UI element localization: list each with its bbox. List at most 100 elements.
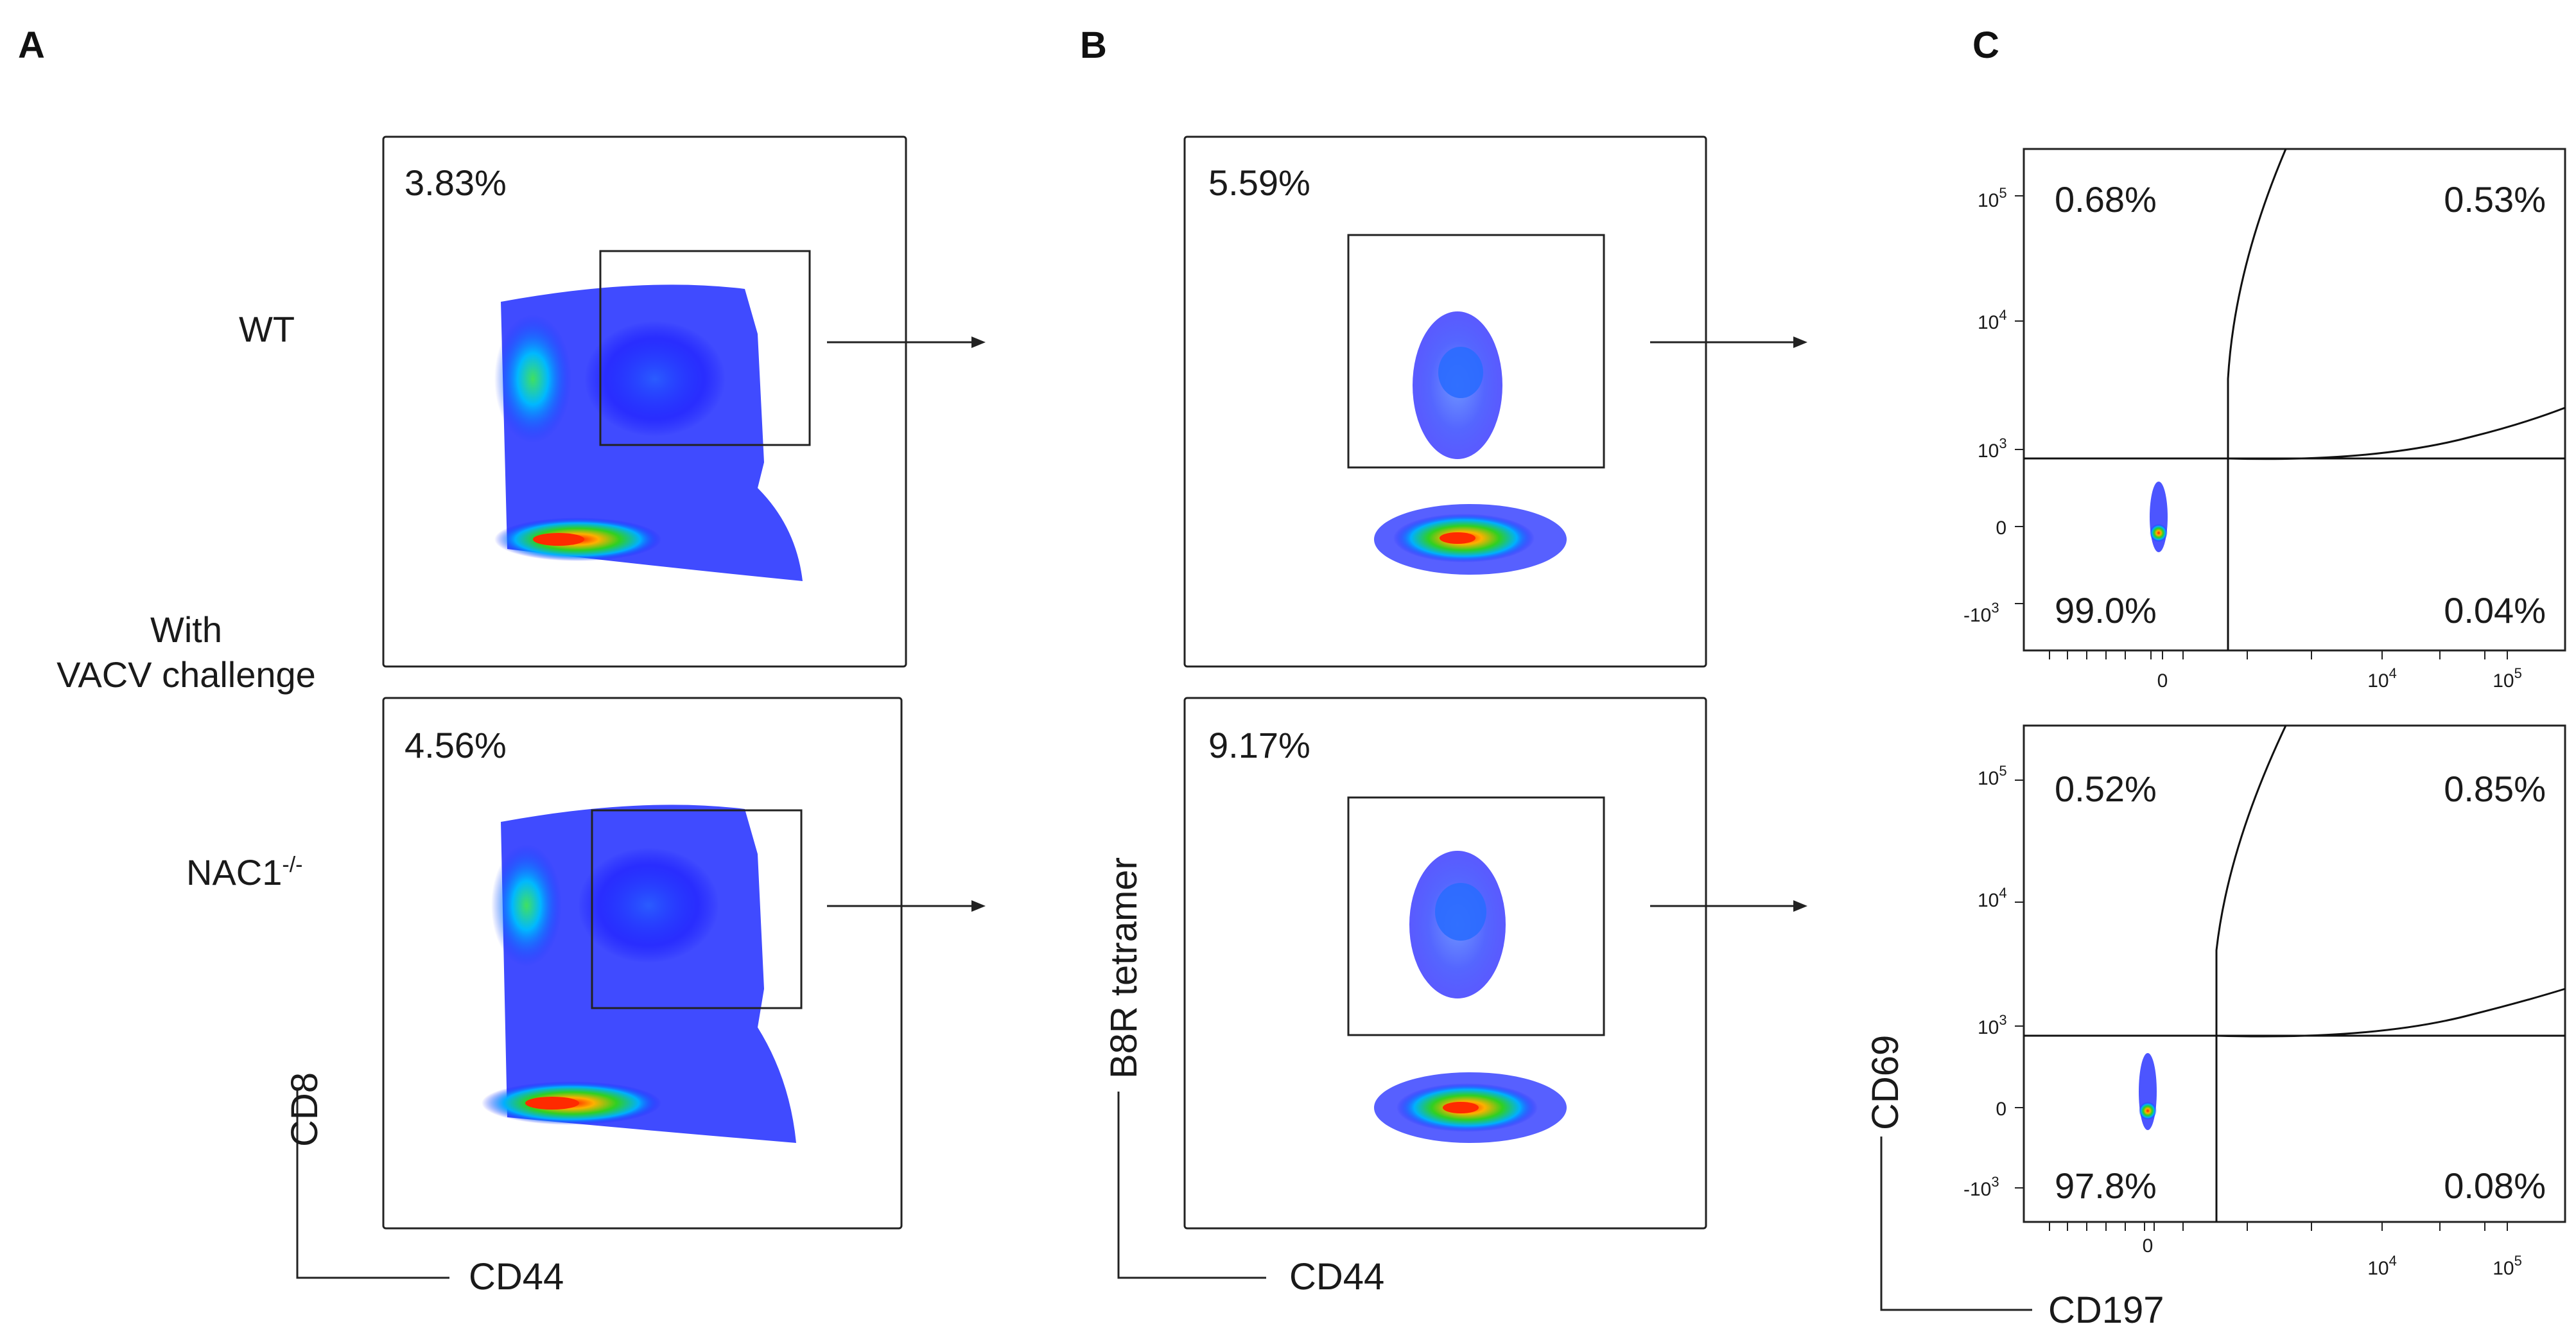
tick-label: 105 [2493, 1253, 2522, 1279]
plot-frame [1183, 697, 1707, 1230]
quadrant-upper-left: 0.68% [2055, 179, 2157, 220]
gate-percent: 4.56% [405, 725, 507, 765]
tick-base: 10 [1978, 190, 1999, 211]
tick-label: 105 [1978, 185, 2007, 211]
tick-label: 103 [1978, 435, 2007, 462]
quadrant-lower-right: 0.04% [2444, 590, 2546, 631]
tick-label: -103 [1963, 600, 1999, 626]
x-tick-labels: 0 104 105 [2157, 665, 2522, 692]
row-label-nac1: NAC1-/- [186, 852, 302, 893]
plot-a-wt: 3.83% [382, 135, 907, 668]
tick-base: 10 [2367, 670, 2389, 692]
quadrant-upper-left: 0.52% [2055, 769, 2157, 809]
quadrant-lines [2024, 725, 2566, 1222]
tick-base: 10 [2493, 1258, 2514, 1279]
tick-label: 103 [1978, 1012, 2007, 1038]
tick-exp: 4 [1999, 885, 2006, 901]
arrow-a-to-b-top [827, 336, 986, 348]
plot-frame [382, 135, 907, 668]
axis-label-y: B8R tetramer [1103, 857, 1145, 1079]
gate [1347, 234, 1605, 469]
gate [1347, 796, 1605, 1036]
panel-label-b: B [1080, 24, 1107, 66]
tick-exp: 4 [2389, 665, 2397, 681]
axis-legend-c: CD69 CD197 [1865, 1035, 2164, 1331]
plot-frame [1183, 135, 1707, 668]
tick-base: 10 [1978, 1017, 1999, 1038]
tick-exp: 3 [1999, 435, 2006, 451]
y-ticks [2015, 195, 2024, 604]
density-cloud [1374, 851, 1567, 1143]
gate-percent: 9.17% [1208, 725, 1310, 765]
tick-label: 105 [1978, 763, 2007, 789]
tick-base: 10 [2367, 1258, 2389, 1279]
axis-label-x: CD197 [2048, 1289, 2164, 1331]
condition-label-line1: With [150, 609, 222, 650]
plot-frame [2023, 148, 2566, 652]
tick-base: 10 [1978, 890, 1999, 911]
tick-label: 104 [2367, 665, 2397, 692]
condition-label-line2: VACV challenge [57, 654, 316, 695]
tick-exp: 5 [2514, 665, 2522, 681]
density-cloud [2150, 482, 2168, 552]
tick-exp: 5 [2514, 1253, 2522, 1269]
y-tick-labels: 105 104 103 0 -103 [1963, 185, 2007, 626]
axis-label-x: CD44 [469, 1256, 564, 1298]
plot-frame [2023, 724, 2566, 1223]
quadrant-upper-right: 0.53% [2444, 179, 2546, 220]
tick-label: 104 [1978, 885, 2007, 911]
tick-base: 10 [1978, 440, 1999, 462]
row-label-nac1-base: NAC1 [186, 852, 282, 893]
tick-exp: 3 [1991, 1174, 1999, 1190]
tick-base: 10 [1978, 312, 1999, 333]
gate-percent: 3.83% [405, 162, 507, 203]
x-tick-labels: 0 104 105 [2143, 1235, 2522, 1279]
axis-label-y: CD8 [284, 1072, 326, 1147]
tick-label: 0 [2157, 670, 2168, 692]
tick-label: 0 [1996, 1099, 2006, 1120]
row-label-nac1-sup: -/- [282, 853, 302, 877]
axis-legend-b: B8R tetramer CD44 [1103, 857, 1384, 1298]
arrow-b-to-c-top [1650, 336, 1807, 348]
tick-exp: 4 [2389, 1253, 2397, 1269]
tick-exp: 3 [1991, 600, 1999, 616]
tick-label: 0 [2143, 1235, 2154, 1257]
density-cloud [494, 284, 803, 581]
gate-percent: 5.59% [1208, 162, 1310, 203]
arrow-a-to-b-bottom [827, 900, 986, 912]
tick-base: -10 [1963, 605, 1991, 626]
axis-label-y: CD69 [1865, 1035, 1906, 1130]
tick-exp: 5 [1999, 185, 2006, 201]
tick-base: 10 [1978, 768, 1999, 789]
axis-label-x: CD44 [1289, 1256, 1384, 1298]
x-ticks [2049, 1222, 2508, 1231]
tick-label: 105 [2493, 665, 2522, 692]
tick-exp: 3 [1999, 1012, 2006, 1028]
density-cloud [482, 805, 796, 1143]
quadrant-lower-left: 99.0% [2055, 590, 2157, 631]
tick-exp: 4 [1999, 307, 2006, 323]
axis-legend-a: CD8 CD44 [284, 1072, 564, 1298]
tick-base: 10 [2493, 670, 2514, 692]
panel-label-c: C [1972, 24, 1999, 66]
tick-label: 0 [1996, 518, 2006, 539]
plot-c-nac1: 105 104 103 0 -103 0 104 105 [1963, 724, 2566, 1279]
quadrant-upper-right: 0.85% [2444, 769, 2546, 809]
tick-base: -10 [1963, 1179, 1991, 1200]
quadrant-lower-right: 0.08% [2444, 1165, 2546, 1206]
gate [591, 809, 803, 1009]
plot-a-nac1: 4.56% [382, 697, 903, 1230]
panel-label-a: A [18, 24, 45, 66]
plot-b-wt: 5.59% [1183, 135, 1707, 668]
plot-c-wt: 105 104 103 0 -103 0 104 105 [1963, 148, 2566, 692]
arrow-b-to-c-bottom [1650, 900, 1807, 912]
x-ticks [2049, 650, 2508, 659]
tick-label: -103 [1963, 1174, 1999, 1200]
row-label-wt: WT [239, 309, 295, 349]
density-cloud [1374, 311, 1567, 575]
tick-label: 104 [1978, 307, 2007, 333]
gate [599, 250, 811, 446]
plot-b-nac1: 9.17% [1183, 697, 1707, 1230]
quadrant-lines [2024, 148, 2566, 650]
y-tick-labels: 105 104 103 0 -103 [1963, 763, 2007, 1200]
